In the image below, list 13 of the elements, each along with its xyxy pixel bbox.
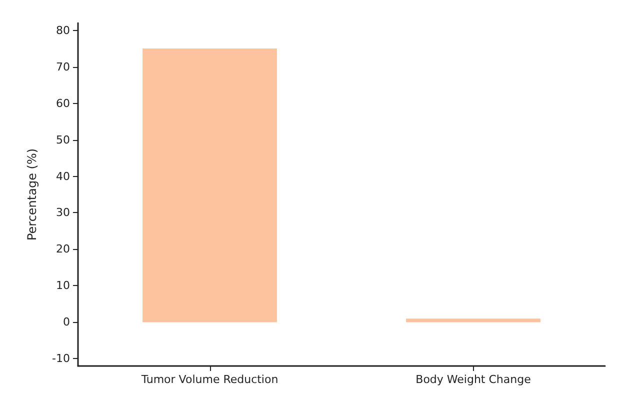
- y-axis-title: Percentage (%): [25, 148, 39, 241]
- y-tick-label: 50: [56, 133, 70, 146]
- x-tick-label: Body Weight Change: [416, 373, 532, 386]
- y-tick-label: 30: [56, 206, 70, 220]
- y-tick-label: 80: [56, 24, 70, 37]
- y-tick-label: 0: [63, 316, 70, 329]
- y-tick-label: 10: [56, 279, 70, 292]
- y-tick-label: 40: [56, 170, 70, 183]
- y-tick-label: -10: [52, 352, 70, 366]
- y-tick-label: 60: [56, 96, 70, 110]
- y-tick-label: 20: [56, 242, 70, 256]
- x-tick-label: Tumor Volume Reduction: [140, 373, 278, 386]
- y-tick-label: 70: [56, 60, 70, 74]
